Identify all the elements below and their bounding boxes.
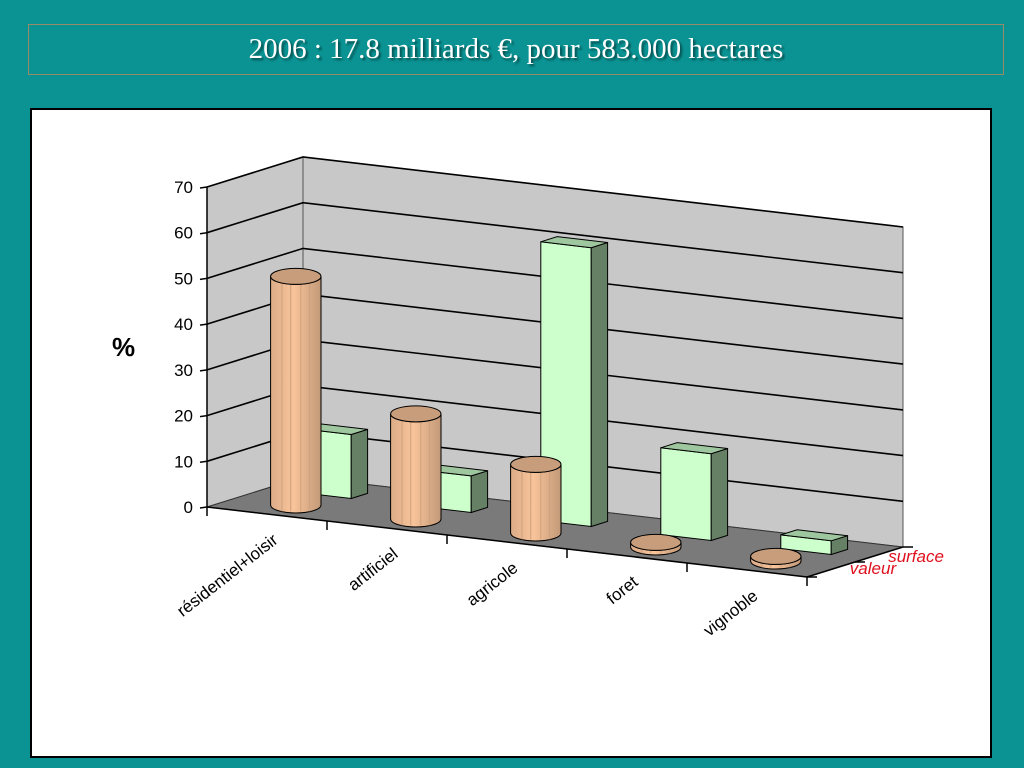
slide-title: 2006 : 17.8 milliards €, pour 583.000 he… [248,33,784,65]
category-label: résidentiel+loisir [173,530,281,621]
gridline [206,156,904,228]
cylinder-top [270,267,322,285]
bar-valeur-4 [750,547,802,570]
cylinder-top [630,533,682,551]
bar-chart-3d: 0 10 20 30 40 50 60 70 résidentiel+loisir artific… [112,156,944,640]
bar-top-face [540,236,608,249]
cylinder-body [270,276,322,514]
bar-side-face [590,241,609,528]
y-tick-label: 60 [174,224,193,243]
y-tick-label: 30 [174,361,193,380]
gridline [206,201,904,274]
y-tick [199,460,208,464]
category-label: foret [603,572,642,608]
y-tick [199,369,208,372]
bar-surface-3 [660,442,729,542]
chart-frame: 0 10 20 30 40 50 60 70 résidentiel+loisir artific… [30,108,992,758]
y-axis-title: % [112,332,135,362]
y-tick-label: 0 [184,498,193,517]
x-axis-line [206,506,808,578]
y-tick-label: 70 [174,178,193,197]
y-tick [199,277,208,281]
bar-front-face [660,447,712,542]
bar-side-face [350,428,369,500]
bar-surface-2 [540,236,609,528]
y-tick [199,506,208,509]
category-label: artificiel [344,544,401,594]
y-tick [199,323,208,326]
y-tick [199,186,208,189]
bar-valeur-0 [270,267,322,514]
cylinder-body [390,413,442,528]
y-tick [199,414,208,418]
series-label-valeur: valeur [850,559,898,578]
category-label: vignoble [700,586,762,640]
category-label: agricole [463,558,522,610]
bar-valeur-3 [630,533,682,556]
cylinder-top [750,547,802,565]
bar-side-face [470,470,489,514]
y-tick-label: 50 [174,269,193,288]
cylinder-body [510,464,562,542]
bar-surface-4 [780,529,849,556]
y-tick-label: 10 [174,452,193,471]
series-label-surface: surface [888,547,944,566]
cylinder-top [510,455,562,473]
bar-top-face [660,442,728,455]
slide-title-box: 2006 : 17.8 milliards €, pour 583.000 he… [28,24,1004,75]
cylinder-top [390,405,442,423]
y-tick-label: 40 [174,315,193,334]
y-tick-label: 20 [174,407,193,426]
gridline [206,247,904,320]
y-tick [199,231,208,235]
bar-valeur-2 [510,455,562,542]
bar-top-face [780,529,848,542]
bar-side-face [710,447,729,542]
bar-valeur-1 [390,405,442,528]
